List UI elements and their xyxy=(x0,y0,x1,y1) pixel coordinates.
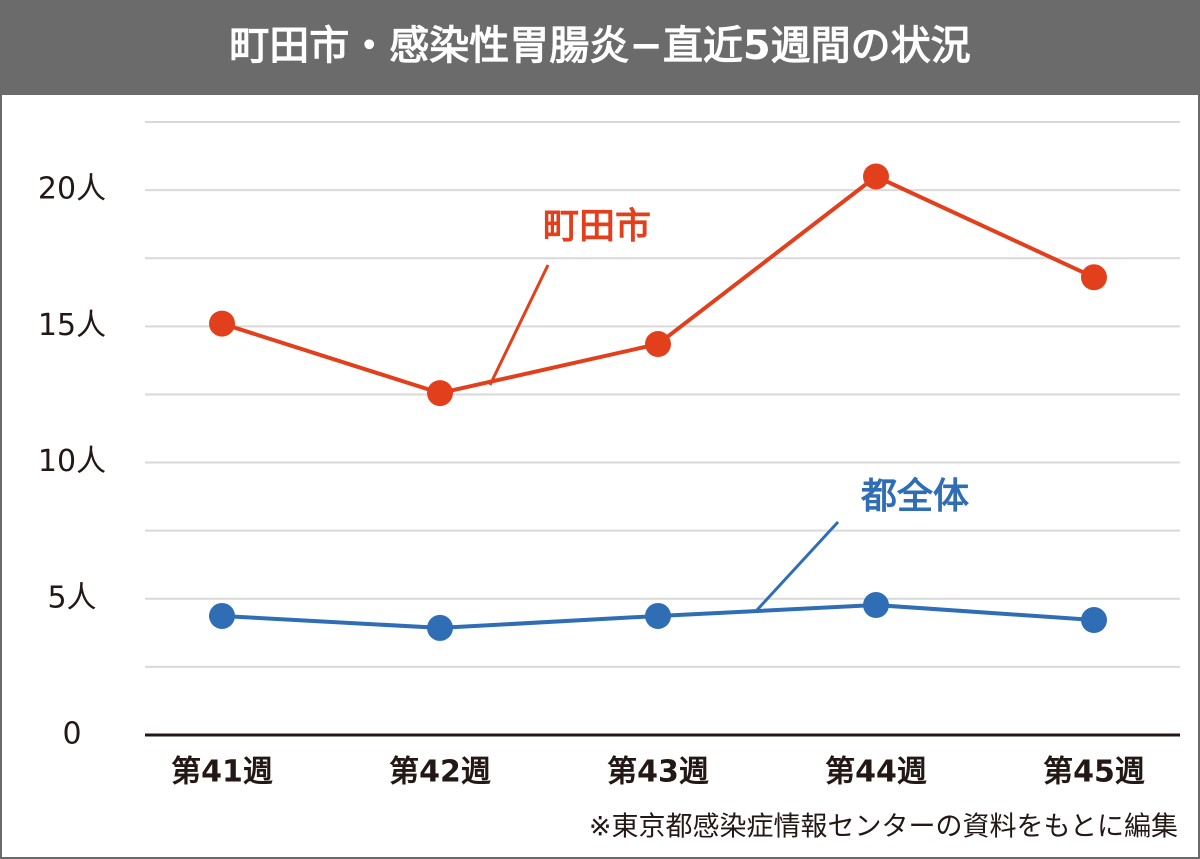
y-tick-label: 10人 xyxy=(38,444,106,479)
chart-title: 町田市・感染性胃腸炎−直近5週間の状況 xyxy=(229,23,970,69)
series-label: 町田市 xyxy=(543,206,651,247)
title-bar xyxy=(0,0,1200,95)
x-tick-label: 第42週 xyxy=(389,755,491,790)
source-note: ※東京都感染症情報センターの資料をもとに編集 xyxy=(589,812,1178,843)
data-point xyxy=(427,380,453,407)
x-tick-label: 第41週 xyxy=(171,755,273,790)
x-tick-label: 第44週 xyxy=(825,755,927,790)
y-tick-label: 5人 xyxy=(47,580,96,615)
data-point xyxy=(645,331,671,358)
data-point xyxy=(209,310,235,337)
x-tick-label: 第45週 xyxy=(1043,755,1145,790)
y-tick-label: 20人 xyxy=(38,172,106,207)
leader-line xyxy=(755,520,840,612)
data-point xyxy=(427,614,453,641)
data-point xyxy=(863,592,889,619)
series-label: 都全体 xyxy=(860,475,969,517)
y-tick-label: 15人 xyxy=(38,308,106,343)
data-point xyxy=(645,602,671,629)
data-point xyxy=(209,602,235,629)
y-tick-label: 0 xyxy=(62,717,81,752)
leader-line xyxy=(488,264,550,386)
x-tick-label: 第43週 xyxy=(607,755,709,790)
data-point xyxy=(1081,607,1107,634)
data-point xyxy=(1081,264,1107,291)
data-point xyxy=(863,163,889,190)
